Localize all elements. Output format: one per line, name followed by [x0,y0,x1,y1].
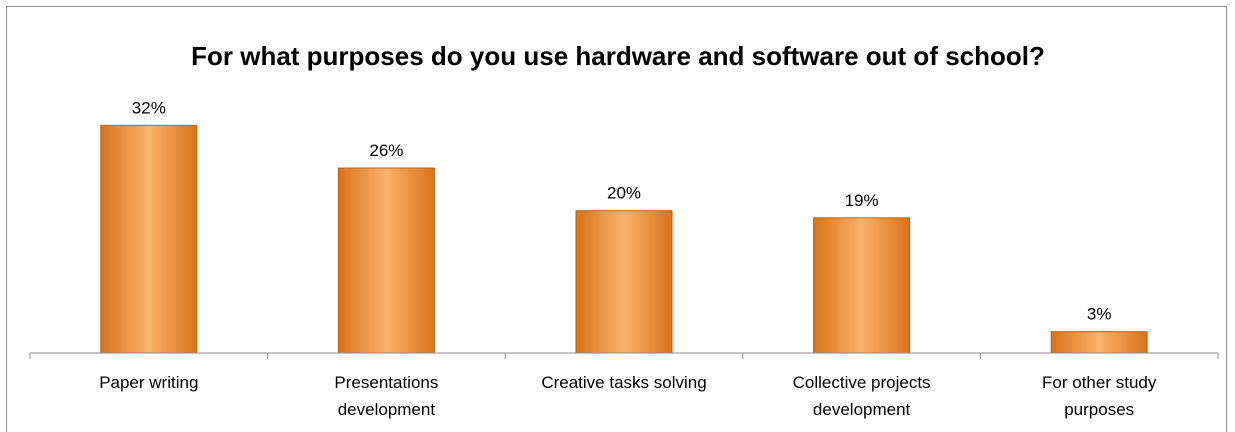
data-label-2: 26% [369,141,403,160]
x-tick-label-4: Collective projects development [793,373,931,419]
x-tick-label-5: For other study purposes [1042,373,1157,419]
bar-2 [337,167,435,354]
x-tick-label-2: Presentations development [334,373,438,419]
x-tick-label-3: Creative tasks solving [541,373,706,392]
bar-4 [813,217,911,354]
bar-5 [1050,331,1148,354]
data-label-3: 20% [607,184,641,203]
bar-3 [575,210,673,354]
data-label-4: 19% [845,191,879,210]
x-tick-label-1: Paper writing [99,373,198,392]
data-label-1: 32% [132,98,166,117]
data-label-5: 3% [1087,305,1112,324]
bar-1 [100,124,198,354]
chart-title: For what purposes do you use hardware an… [191,41,1045,71]
